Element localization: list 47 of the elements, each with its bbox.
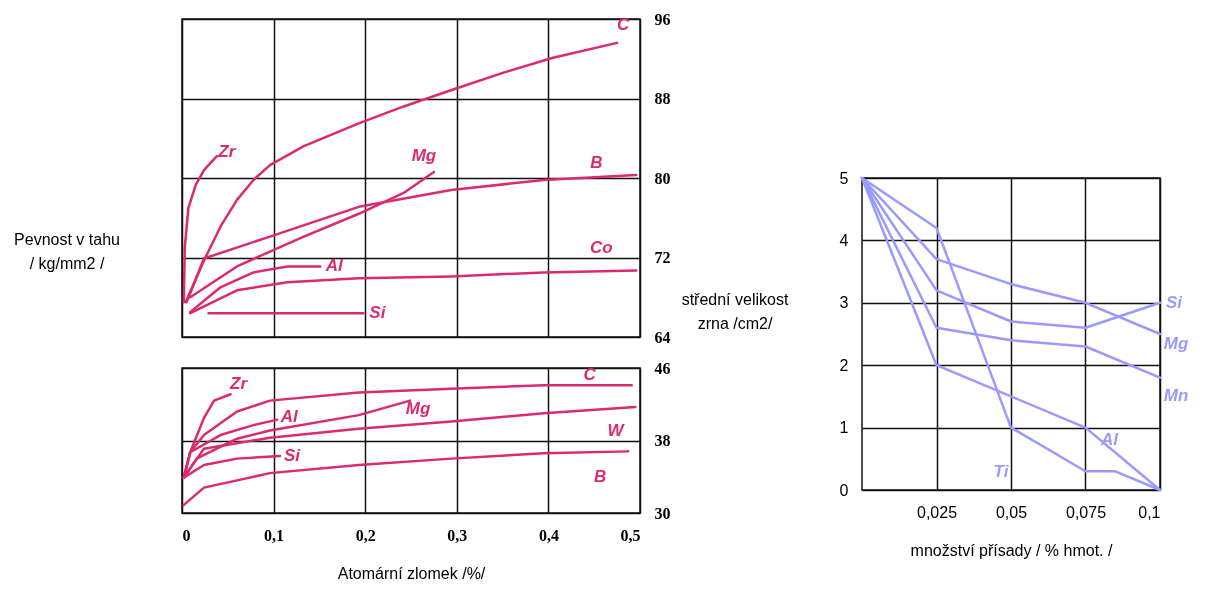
series-label: Al	[279, 406, 300, 426]
y-tick-label: 46	[654, 359, 671, 377]
y-tick-label: 4	[839, 231, 849, 249]
series-label: Si	[283, 445, 302, 465]
series-label: Ti	[993, 461, 1010, 481]
y-axis-title: Pevnost v tahu / kg/mm2 /	[14, 231, 120, 272]
series-label: Al	[324, 256, 345, 276]
x-tick-label: 0,5	[620, 526, 641, 544]
x-tick-label: 0	[182, 526, 191, 544]
series-label: B	[593, 467, 607, 487]
series-label: C	[583, 365, 597, 385]
y-tick-label: 38	[654, 432, 671, 449]
x-tick-label: 0,4	[538, 526, 559, 544]
series-label: Mg	[1163, 334, 1189, 353]
y-tick-label: 64	[654, 328, 671, 346]
y-axis-title: střední velikost zrna /cm2/	[681, 291, 789, 332]
series-label: C	[616, 14, 630, 34]
y-tick-label: 72	[654, 249, 671, 266]
y-tick-label: 0	[839, 481, 849, 499]
series-label: Co	[590, 238, 613, 258]
series-label: W	[607, 420, 626, 440]
y-tick-label: 96	[654, 10, 671, 28]
x-tick-label: 0,025	[916, 503, 958, 521]
x-tick-label: 0,1	[264, 526, 285, 544]
x-tick-label: 0,075	[1065, 503, 1107, 521]
x-tick-label: 0,1	[1138, 503, 1161, 521]
series-label: Si	[1165, 292, 1184, 312]
series-label: Mn	[1163, 385, 1189, 405]
y-tick-label: 88	[654, 90, 671, 107]
series-label: Mg	[405, 398, 431, 418]
x-tick-label: 0,3	[447, 526, 468, 544]
y-tick-label: 1	[839, 419, 849, 437]
x-axis-title: množství přísady / % hmot. /	[910, 541, 1113, 559]
y-tick-label: 2	[839, 356, 849, 374]
series-label: Al	[1100, 429, 1120, 449]
x-axis-title: Atomární zlomek /%/	[337, 564, 486, 582]
series-label: B	[590, 153, 603, 173]
x-tick-label: 0,2	[355, 526, 376, 544]
series-label: Si	[369, 303, 387, 323]
series-label: Mg	[411, 146, 437, 166]
series-label: Zr	[229, 374, 249, 394]
y-tick-label: 3	[839, 294, 849, 312]
y-tick-label: 30	[654, 504, 671, 522]
series-label: Zr	[217, 142, 237, 162]
x-tick-label: 0,05	[995, 503, 1028, 521]
y-tick-label: 80	[654, 169, 671, 187]
y-tick-label: 5	[839, 169, 849, 187]
